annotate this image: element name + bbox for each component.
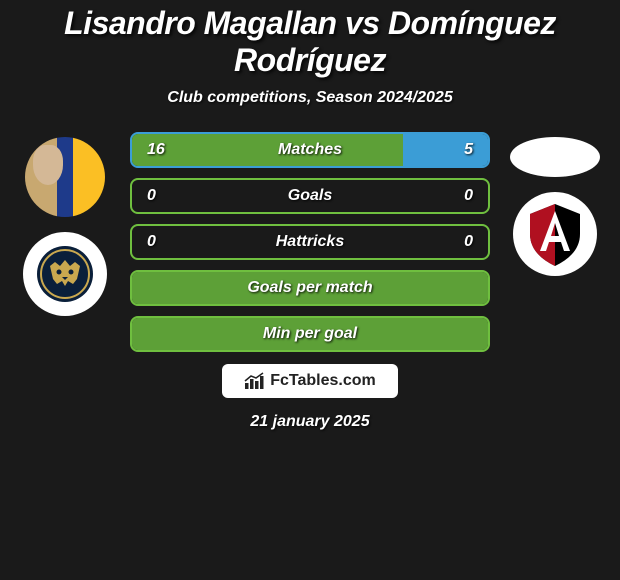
left-column (10, 132, 120, 316)
atlas-icon (520, 199, 590, 269)
stat-label: Hattricks (182, 233, 438, 251)
subtitle: Club competitions, Season 2024/2025 (10, 89, 610, 107)
stat-row: 16Matches5 (130, 132, 490, 168)
comparison-card: Lisandro Magallan vs Domínguez Rodríguez… (0, 0, 620, 436)
stat-value-right: 0 (438, 233, 488, 251)
stat-value-left: 16 (132, 141, 182, 159)
brand-text: FcTables.com (270, 372, 376, 390)
player-photo-right (510, 137, 600, 177)
stat-row: 0Goals0 (130, 178, 490, 214)
chart-icon (244, 372, 264, 390)
date-text: 21 january 2025 (250, 413, 369, 431)
club-badge-right (513, 192, 597, 276)
right-column (500, 132, 610, 276)
stat-value-right: 0 (438, 187, 488, 205)
club-badge-left (23, 232, 107, 316)
stat-value-right: 5 (438, 141, 488, 159)
stat-label: Goals per match (182, 279, 438, 297)
stat-row: Min per goal (130, 316, 490, 352)
stat-label: Min per goal (182, 325, 438, 343)
stat-value-left: 0 (132, 187, 182, 205)
stat-value-left: 0 (132, 233, 182, 251)
title: Lisandro Magallan vs Domínguez Rodríguez (10, 5, 610, 79)
stats-column: 16Matches50Goals00Hattricks0Goals per ma… (130, 132, 490, 352)
stat-label: Matches (182, 141, 438, 159)
brand-box: FcTables.com (222, 364, 398, 398)
footer: FcTables.com 21 january 2025 (10, 364, 610, 431)
player-photo-left (25, 137, 105, 217)
stat-row: 0Hattricks0 (130, 224, 490, 260)
main-area: 16Matches50Goals00Hattricks0Goals per ma… (10, 132, 610, 352)
pumas-icon (35, 244, 95, 304)
stat-row: Goals per match (130, 270, 490, 306)
stat-label: Goals (182, 187, 438, 205)
